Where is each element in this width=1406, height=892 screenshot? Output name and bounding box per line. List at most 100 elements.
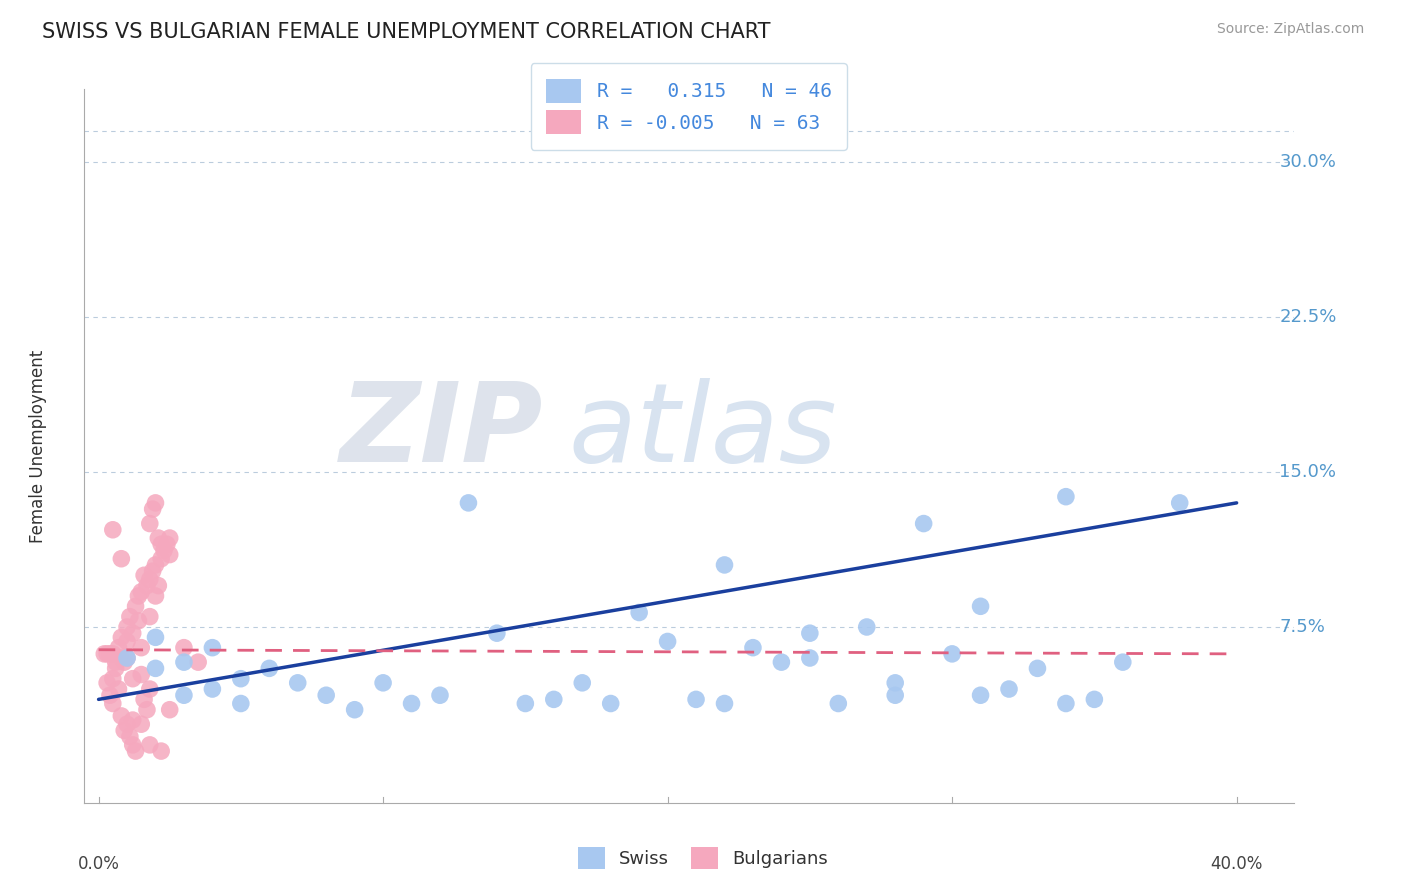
Point <box>139 681 162 696</box>
Point <box>1054 490 1077 504</box>
Point <box>142 502 165 516</box>
Point <box>156 537 179 551</box>
Point <box>115 651 138 665</box>
Point <box>96 647 118 661</box>
Point <box>173 640 195 655</box>
Point <box>884 676 907 690</box>
Point <box>657 634 679 648</box>
Point <box>104 655 127 669</box>
Point <box>139 516 162 531</box>
Point <box>101 697 124 711</box>
Point <box>107 681 129 696</box>
Point <box>799 626 821 640</box>
Point <box>115 620 138 634</box>
Text: 15.0%: 15.0% <box>1279 463 1336 481</box>
Point <box>685 692 707 706</box>
Text: ZIP: ZIP <box>340 378 544 485</box>
Point <box>229 697 252 711</box>
Point <box>259 661 281 675</box>
Point <box>139 609 162 624</box>
Point <box>124 744 146 758</box>
Point <box>485 626 508 640</box>
Point <box>129 667 152 681</box>
Point <box>457 496 479 510</box>
Point <box>173 688 195 702</box>
Point <box>139 573 162 587</box>
Point <box>110 551 132 566</box>
Point <box>110 630 132 644</box>
Point <box>136 703 159 717</box>
Point <box>229 672 252 686</box>
Point <box>1083 692 1105 706</box>
Point <box>98 647 121 661</box>
Point <box>118 730 141 744</box>
Point <box>145 589 167 603</box>
Text: Female Unemployment: Female Unemployment <box>30 350 48 542</box>
Point <box>115 634 138 648</box>
Point <box>121 672 143 686</box>
Point <box>121 713 143 727</box>
Point <box>121 626 143 640</box>
Point <box>127 614 149 628</box>
Point <box>1112 655 1135 669</box>
Point <box>101 523 124 537</box>
Point <box>159 548 181 562</box>
Point <box>201 640 224 655</box>
Legend: Swiss, Bulgarians: Swiss, Bulgarians <box>569 838 837 879</box>
Point <box>713 558 735 572</box>
Point <box>187 655 209 669</box>
Point <box>571 676 593 690</box>
Point <box>799 651 821 665</box>
Point <box>148 531 170 545</box>
Point <box>132 692 155 706</box>
Point <box>401 697 423 711</box>
Point <box>343 703 366 717</box>
Point <box>112 655 135 669</box>
Point <box>93 647 115 661</box>
Point <box>884 688 907 702</box>
Point <box>150 551 173 566</box>
Point <box>148 579 170 593</box>
Point <box>112 723 135 738</box>
Point <box>315 688 337 702</box>
Point <box>110 651 132 665</box>
Text: 30.0%: 30.0% <box>1279 153 1336 170</box>
Text: 40.0%: 40.0% <box>1211 855 1263 872</box>
Point <box>145 496 167 510</box>
Point <box>118 609 141 624</box>
Point <box>101 647 124 661</box>
Point <box>104 661 127 675</box>
Point <box>969 599 991 614</box>
Point <box>145 661 167 675</box>
Point <box>912 516 935 531</box>
Point <box>150 537 173 551</box>
Point <box>998 681 1021 696</box>
Point <box>173 655 195 669</box>
Point <box>127 589 149 603</box>
Point <box>150 744 173 758</box>
Point <box>855 620 877 634</box>
Point <box>129 584 152 599</box>
Point <box>96 676 118 690</box>
Point <box>121 738 143 752</box>
Point <box>770 655 793 669</box>
Point <box>827 697 849 711</box>
Text: 0.0%: 0.0% <box>77 855 120 872</box>
Point <box>110 709 132 723</box>
Point <box>129 640 152 655</box>
Text: Source: ZipAtlas.com: Source: ZipAtlas.com <box>1216 22 1364 37</box>
Text: atlas: atlas <box>568 378 837 485</box>
Point <box>543 692 565 706</box>
Text: 7.5%: 7.5% <box>1279 618 1326 636</box>
Point <box>742 640 765 655</box>
Point <box>107 640 129 655</box>
Point <box>132 568 155 582</box>
Point <box>153 543 176 558</box>
Point <box>1026 661 1049 675</box>
Point <box>969 688 991 702</box>
Point <box>287 676 309 690</box>
Point <box>124 599 146 614</box>
Text: SWISS VS BULGARIAN FEMALE UNEMPLOYMENT CORRELATION CHART: SWISS VS BULGARIAN FEMALE UNEMPLOYMENT C… <box>42 22 770 42</box>
Point <box>159 703 181 717</box>
Point <box>429 688 451 702</box>
